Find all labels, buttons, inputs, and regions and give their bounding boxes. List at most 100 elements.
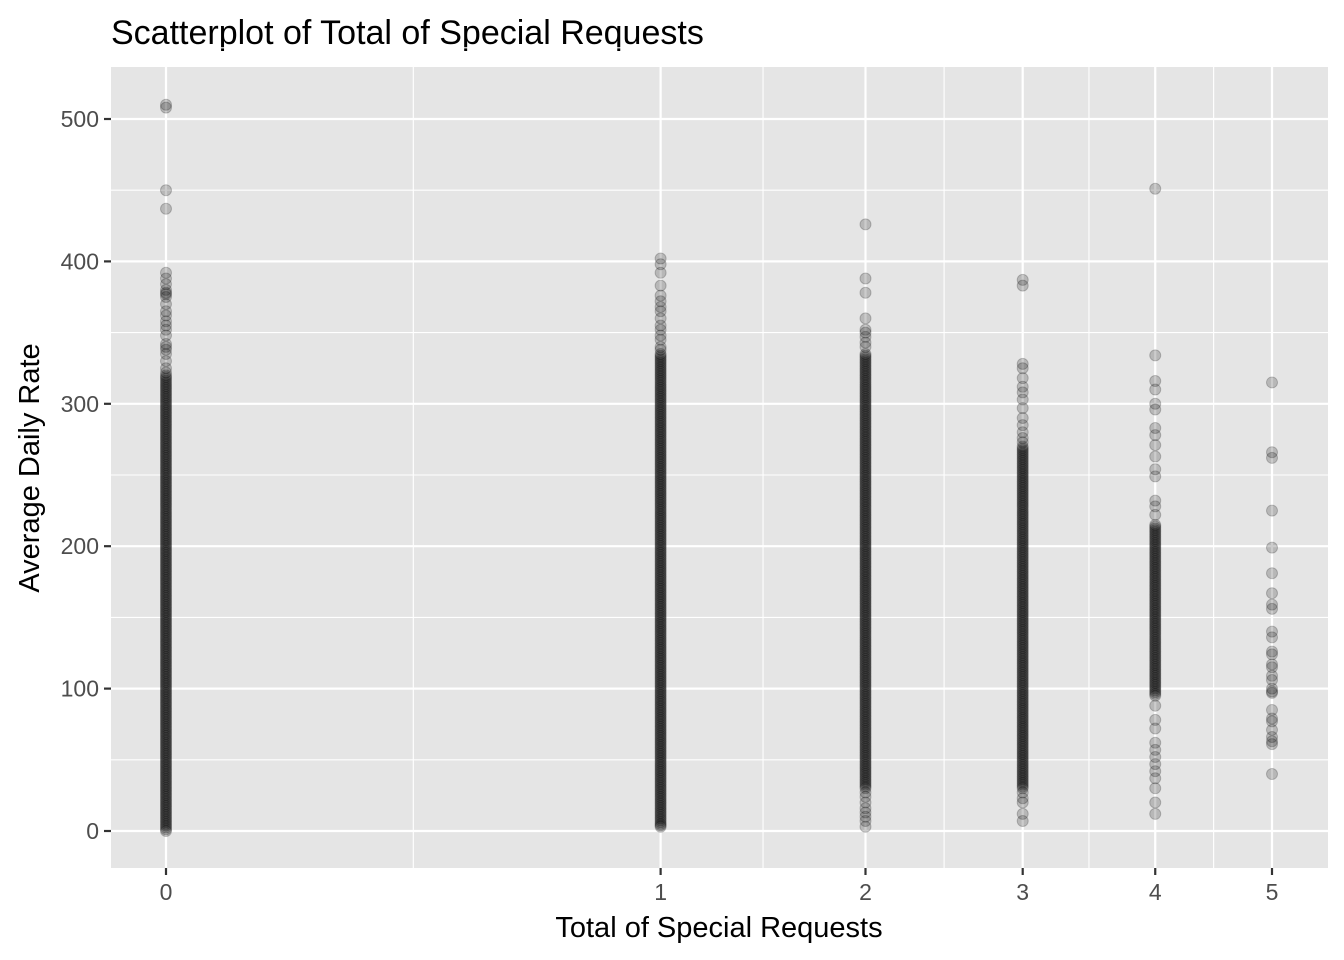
- data-point: [1016, 544, 1029, 557]
- data-point: [859, 742, 872, 755]
- data-point: [1016, 647, 1029, 660]
- data-point: [859, 326, 872, 339]
- data-point: [1016, 372, 1029, 385]
- data-point: [160, 514, 172, 527]
- data-point: [160, 586, 172, 599]
- data-point: [654, 487, 667, 500]
- data-point: [1149, 587, 1162, 600]
- data-point: [1149, 520, 1162, 533]
- data-point: [654, 365, 667, 378]
- data-point: [1149, 182, 1162, 195]
- data-point: [654, 437, 667, 450]
- data-point: [654, 358, 667, 371]
- data-point: [859, 496, 872, 509]
- data-point: [160, 385, 172, 398]
- data-point: [654, 371, 667, 384]
- data-point: [859, 507, 872, 520]
- data-point: [654, 704, 667, 717]
- data-point: [654, 695, 667, 708]
- data-point: [654, 790, 667, 803]
- data-point: [859, 513, 872, 526]
- data-point: [654, 511, 667, 524]
- data-point: [654, 812, 667, 825]
- data-point: [160, 485, 172, 498]
- data-point: [160, 498, 172, 511]
- data-point: [160, 780, 172, 793]
- data-point: [1016, 674, 1029, 687]
- data-point: [160, 633, 172, 646]
- data-point: [859, 471, 872, 484]
- data-point: [859, 588, 872, 601]
- data-point: [654, 755, 667, 768]
- data-point: [859, 565, 872, 578]
- data-point: [1016, 501, 1029, 514]
- data-point: [160, 801, 172, 814]
- data-point: [160, 742, 172, 755]
- data-point: [1016, 472, 1029, 485]
- data-point: [859, 450, 872, 463]
- data-point: [160, 500, 172, 513]
- data-point: [160, 343, 172, 356]
- data-point: [1149, 538, 1162, 551]
- data-point: [1016, 489, 1029, 502]
- data-point: [654, 706, 667, 719]
- data-point: [1016, 469, 1029, 482]
- data-point: [654, 794, 667, 807]
- data-point: [160, 704, 172, 717]
- data-point: [859, 527, 872, 540]
- data-point: [654, 541, 667, 554]
- data-point: [1149, 689, 1162, 702]
- data-point: [160, 728, 172, 741]
- data-point: [160, 550, 172, 563]
- data-point: [859, 706, 872, 719]
- data-point: [859, 705, 872, 718]
- data-point: [654, 394, 667, 407]
- data-point: [1149, 422, 1162, 435]
- data-point: [1016, 620, 1029, 633]
- data-point: [1016, 607, 1029, 620]
- data-point: [1016, 627, 1029, 640]
- data-point: [1266, 625, 1278, 638]
- data-point: [859, 563, 872, 576]
- data-point: [1016, 663, 1029, 676]
- data-point: [859, 769, 872, 782]
- data-point: [1266, 602, 1278, 615]
- data-point: [859, 724, 872, 737]
- data-point: [654, 527, 667, 540]
- data-point: [1149, 687, 1162, 700]
- data-point: [1149, 545, 1162, 558]
- data-point: [160, 600, 172, 613]
- data-point: [1149, 673, 1162, 686]
- chart-title: Scatterplot of Total of Special Requests: [111, 14, 704, 52]
- data-point: [1016, 769, 1029, 782]
- data-point: [160, 561, 172, 574]
- data-point: [859, 534, 872, 547]
- data-point: [654, 480, 667, 493]
- data-point: [654, 504, 667, 517]
- data-point: [160, 453, 172, 466]
- data-point: [859, 633, 872, 646]
- data-point: [654, 724, 667, 737]
- data-point: [859, 566, 872, 579]
- data-point: [160, 706, 172, 719]
- data-point: [1016, 519, 1029, 532]
- data-point: [859, 419, 872, 432]
- data-point: [859, 387, 872, 400]
- data-point: [160, 650, 172, 663]
- data-point: [654, 738, 667, 751]
- data-point: [1016, 652, 1029, 665]
- data-point: [654, 622, 667, 635]
- data-point: [1016, 487, 1029, 500]
- data-point: [654, 514, 667, 527]
- data-point: [160, 374, 172, 387]
- data-point: [654, 430, 667, 443]
- data-point: [1149, 722, 1162, 735]
- data-point: [859, 593, 872, 606]
- data-point: [160, 410, 172, 423]
- data-point: [1016, 481, 1029, 494]
- data-point: [160, 711, 172, 724]
- data-point: [859, 780, 872, 793]
- data-point: [859, 349, 872, 362]
- data-point: [859, 378, 872, 391]
- data-point: [1016, 541, 1029, 554]
